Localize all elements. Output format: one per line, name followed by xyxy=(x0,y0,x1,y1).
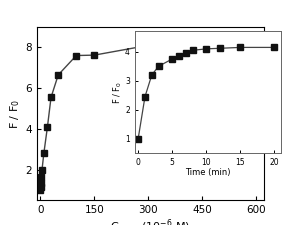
X-axis label: Time (min): Time (min) xyxy=(185,168,231,177)
Y-axis label: F / F$_0$: F / F$_0$ xyxy=(8,99,22,129)
Y-axis label: F / F$_0$: F / F$_0$ xyxy=(111,81,124,104)
X-axis label: C$_{\rm CN^{-}}$  (10$^{-6}$ M): C$_{\rm CN^{-}}$ (10$^{-6}$ M) xyxy=(110,218,190,225)
